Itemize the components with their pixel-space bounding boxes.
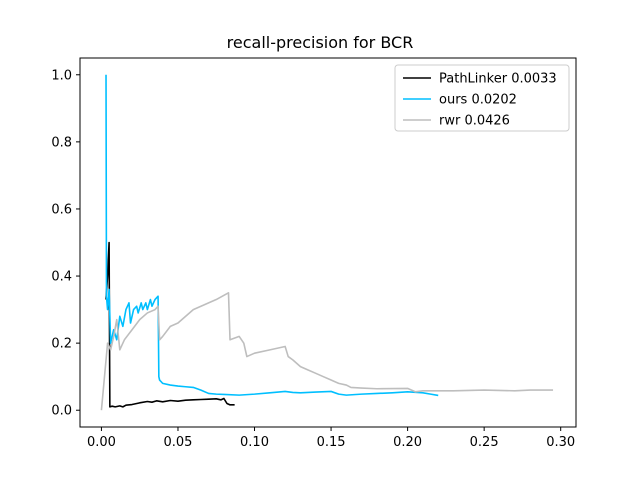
- x-tick-label: 0.15: [317, 435, 346, 450]
- y-tick-label: 1.0: [51, 68, 72, 83]
- legend-label-0: PathLinker 0.0033: [439, 72, 557, 87]
- chart-title: recall-precision for BCR: [227, 33, 414, 52]
- y-tick-label: 0.4: [51, 270, 72, 285]
- x-tick-label: 0.20: [393, 435, 422, 450]
- y-tick-label: 0.0: [51, 404, 72, 419]
- x-tick-label: 0.05: [163, 435, 192, 450]
- series-line-0: [105, 241, 235, 408]
- series-line-2: [100, 292, 554, 411]
- y-tick-label: 0.2: [51, 337, 72, 352]
- plot-frame: [79, 57, 577, 428]
- plot-lines: [100, 74, 554, 411]
- y-tick-label: 0.8: [51, 135, 72, 150]
- series-line-1: [105, 74, 439, 397]
- x-tick-label: 0.00: [87, 435, 116, 450]
- x-tick-label: 0.10: [240, 435, 269, 450]
- x-tick-label: 0.25: [470, 435, 499, 450]
- x-axis: 0.00 0.05 0.10 0.15 0.20 0.25 0.30: [87, 427, 575, 450]
- legend-label-1: ours 0.0202: [439, 93, 517, 108]
- legend-box: [394, 64, 570, 132]
- y-axis: 0.0 0.2 0.4 0.6 0.8 1.0: [51, 68, 80, 419]
- x-tick-label: 0.30: [546, 435, 575, 450]
- legend: PathLinker 0.0033 ours 0.0202 rwr 0.0426: [394, 64, 570, 132]
- y-tick-label: 0.6: [51, 202, 72, 217]
- legend-label-2: rwr 0.0426: [439, 114, 510, 129]
